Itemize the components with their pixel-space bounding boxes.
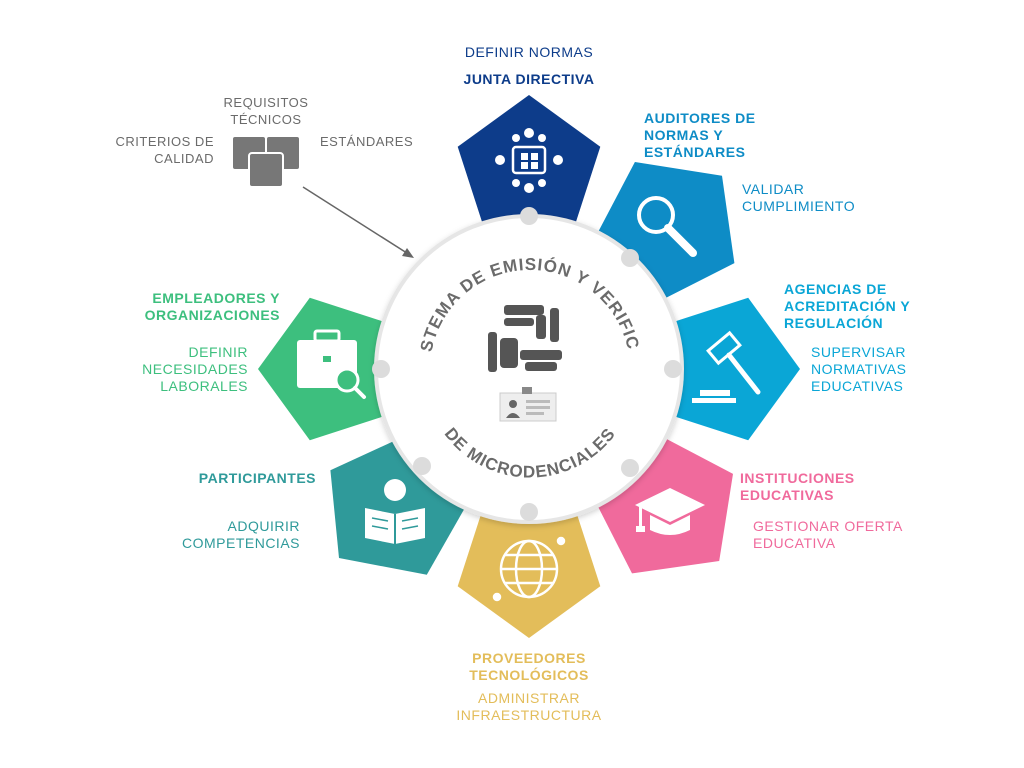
- magnifier-icon: [637, 196, 697, 257]
- label-estandares: ESTÁNDARES: [320, 134, 414, 149]
- auditores-role: VALIDAR CUMPLIMIENTO: [742, 181, 856, 214]
- hands-collaboration-icon: [488, 305, 562, 372]
- arrow-icon: [302, 186, 414, 258]
- proveedores-title: PROVEEDORES TECNOLÓGICOS: [469, 650, 589, 683]
- globe-network-icon: [492, 536, 566, 602]
- instituciones-role: GESTIONAR OFERTA EDUCATIVA: [753, 518, 903, 551]
- auditores-title: AUDITORES DE NORMAS Y ESTÁNDARES: [644, 110, 756, 160]
- pentagon-junta[interactable]: [457, 95, 601, 231]
- briefcase-search-icon: [297, 329, 366, 399]
- meeting-table-icon: [495, 128, 563, 193]
- junta-title: JUNTA DIRECTIVA: [463, 71, 595, 87]
- empleadores-role: DEFINIR NECESIDADES LABORALES: [142, 344, 248, 394]
- graduation-cap-icon: [635, 488, 705, 535]
- empleadores-title: EMPLEADORES Y ORGANIZACIONES: [144, 290, 280, 323]
- standards-blocks-icon: [231, 135, 301, 188]
- id-card-icon: [499, 387, 557, 422]
- label-criterios: CRITERIOS DE CALIDAD: [115, 134, 214, 166]
- reader-icon: [365, 479, 425, 544]
- instituciones-title: INSTITUCIONES EDUCATIVAS: [740, 470, 855, 503]
- participantes-title: PARTICIPANTES: [198, 470, 316, 486]
- participantes-role: ADQUIRIR COMPETENCIAS: [181, 518, 300, 551]
- agencias-title: AGENCIAS DE ACREDITACIÓN Y REGULACIÓN: [784, 281, 911, 331]
- agencias-role: SUPERVISAR NORMATIVAS EDUCATIVAS: [811, 344, 907, 394]
- label-requisitos: REQUISITOS TÉCNICOS: [223, 95, 309, 127]
- gavel-icon: [692, 330, 761, 403]
- pentagon-agencias[interactable]: [664, 297, 800, 441]
- proveedores-role: ADMINISTRAR INFRAESTRUCTURA: [456, 690, 602, 723]
- junta-role: DEFINIR NORMAS: [464, 44, 594, 60]
- connector-dots: [372, 207, 682, 521]
